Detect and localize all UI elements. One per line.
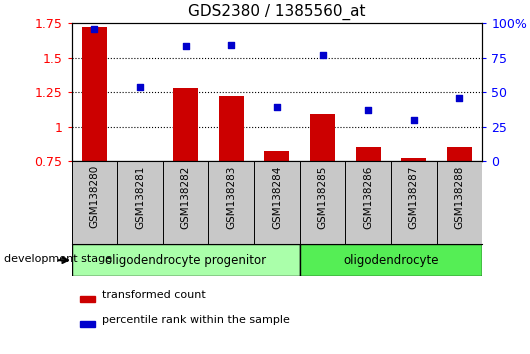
Bar: [356, 147, 381, 161]
Bar: [310, 114, 335, 161]
Bar: [219, 96, 244, 161]
Bar: [447, 147, 472, 161]
Text: transformed count: transformed count: [102, 290, 206, 299]
Text: GSM138286: GSM138286: [363, 165, 373, 229]
Title: GDS2380 / 1385560_at: GDS2380 / 1385560_at: [188, 4, 366, 20]
Text: percentile rank within the sample: percentile rank within the sample: [102, 315, 290, 325]
Text: GSM138287: GSM138287: [409, 165, 419, 229]
Point: [273, 104, 281, 110]
Text: GSM138280: GSM138280: [90, 165, 99, 228]
Text: GSM138281: GSM138281: [135, 165, 145, 229]
Text: GSM138288: GSM138288: [455, 165, 464, 229]
Point: [136, 84, 144, 89]
Bar: [72, 244, 300, 276]
Point: [227, 42, 235, 48]
Point: [455, 95, 464, 101]
Text: GSM138285: GSM138285: [317, 165, 328, 229]
Text: oligodendrocyte: oligodendrocyte: [343, 254, 439, 267]
Bar: [82, 27, 107, 161]
Point: [410, 117, 418, 122]
Text: oligodendrocyte progenitor: oligodendrocyte progenitor: [105, 254, 266, 267]
Point: [181, 44, 190, 49]
Bar: [264, 152, 289, 161]
Text: development stage: development stage: [4, 253, 112, 264]
Bar: [401, 158, 427, 161]
Bar: [300, 244, 482, 276]
Bar: [80, 321, 94, 327]
Point: [319, 52, 327, 58]
Point: [364, 107, 373, 113]
Bar: [173, 88, 198, 161]
Bar: [80, 296, 94, 302]
Text: GSM138283: GSM138283: [226, 165, 236, 229]
Point: [90, 26, 99, 32]
Text: GSM138282: GSM138282: [181, 165, 191, 229]
Text: GSM138284: GSM138284: [272, 165, 282, 229]
